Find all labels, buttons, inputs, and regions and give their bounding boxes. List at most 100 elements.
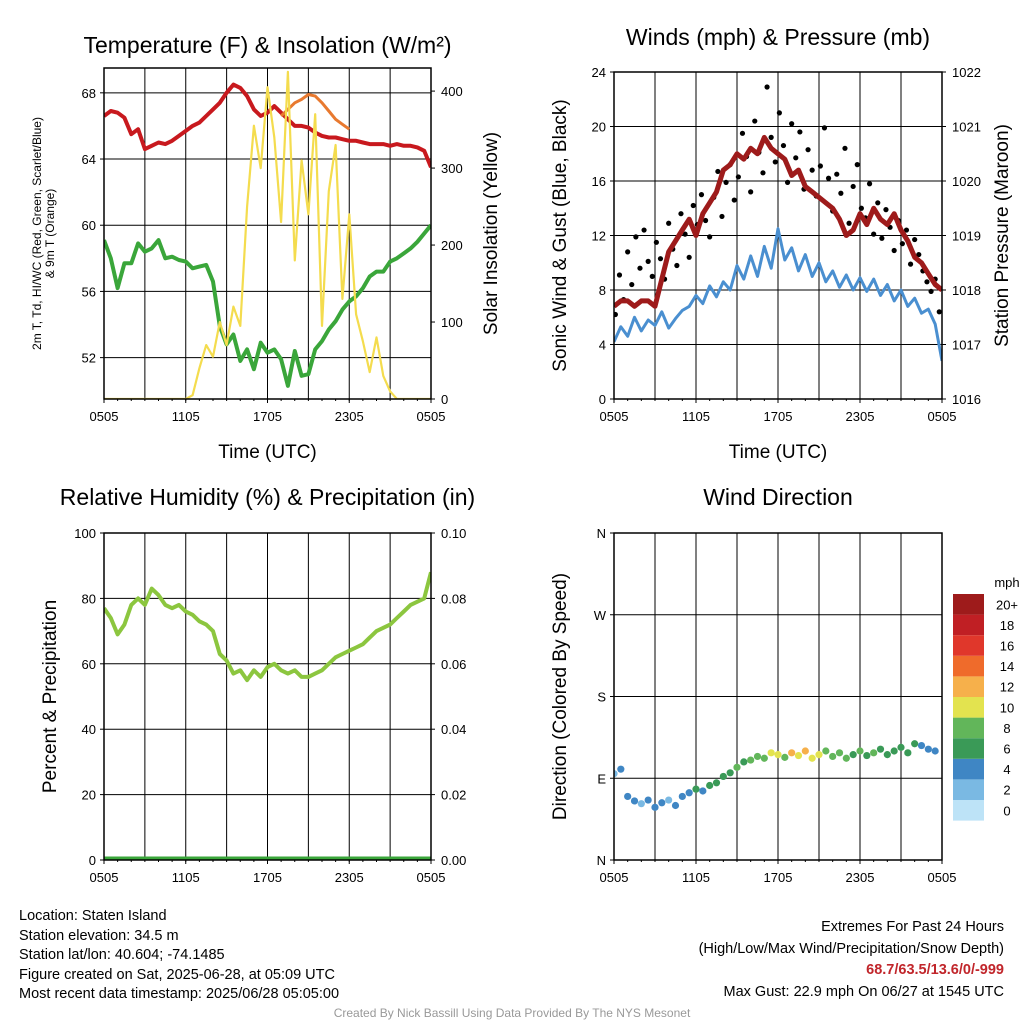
y-tick-label: 100 [74,526,96,541]
legend-label: 0 [1003,803,1010,818]
y-tick-label: W [594,608,607,623]
gust-point [748,189,754,195]
direction-point [890,747,898,755]
direction-point [863,751,871,760]
gust-point [614,311,618,318]
extremes-subheading: (High/Low/Max Wind/Precipitation/Snow De… [698,940,1004,957]
legend-label: 4 [1003,762,1010,777]
x-tick-label: 1705 [764,409,793,424]
series-line-sonic-wind [614,227,942,362]
direction-point [767,749,775,757]
plot-frame [613,532,943,861]
direction-point [794,751,803,760]
series-line-relative-humidity [104,571,431,683]
x-tick-label: 0505 [90,409,119,424]
direction-point [712,779,721,787]
y-right-tick-label: 200 [441,238,463,253]
direction-point [624,792,632,801]
series-layer [104,70,431,399]
direction-point [630,797,639,805]
gust-point [838,190,844,196]
series-line-2m-t [104,82,431,169]
direction-point [931,747,939,755]
chart-title: Temperature (F) & Insolation (W/m²) [83,32,451,58]
gust-point [834,171,840,177]
y-tick-label: 12 [592,229,606,244]
station-latlon: Station lat/lon: 40.604; -74.1485 [19,947,225,963]
direction-point [822,747,830,755]
y-tick-label: 16 [592,174,606,189]
x-tick-label: 0505 [600,870,629,885]
series-line-td [104,223,431,388]
gust-point [936,309,942,315]
direction-point [883,751,891,759]
y-right-tick-label: 0.08 [441,591,466,606]
direction-point [815,751,823,759]
legend-swatch [953,697,984,718]
y-tick-label: 4 [599,338,606,353]
x-tick-label: 1105 [172,870,200,885]
extremes-heading: Extremes For Past 24 Hours [821,919,1004,935]
direction-point [870,749,878,757]
series-line-station-pressure [614,134,942,309]
gust-point [850,183,856,190]
direction-point [617,765,625,773]
legend-label: 10 [1000,700,1014,715]
direction-point [856,747,864,755]
gust-point [633,234,639,240]
x-tick-label: 1105 [682,870,710,885]
y-right-tick-label: 1016 [952,392,981,407]
figure-created: Figure created on Sat, 2025-06-28, at 05… [19,966,335,983]
series-layer [614,740,939,811]
x-tick-label: 2305 [335,870,364,885]
direction-point [897,743,905,751]
gust-point [686,254,692,260]
y-tick-label: 40 [82,722,96,737]
gust-point [891,247,897,254]
y-tick-label: S [597,690,606,705]
x-tick-label: 0505 [928,870,957,885]
direction-point [917,741,926,750]
legend-swatch [953,717,984,739]
direction-point [692,785,700,793]
gust-point [793,155,799,161]
direction-point [774,751,782,759]
gust-point [805,147,811,153]
gust-point [678,211,684,217]
gust-point [715,168,721,175]
gust-point [616,272,623,278]
gust-point [903,227,910,233]
station-info: Location: Staten Island Station elevatio… [19,907,339,1005]
legend-swatch [953,614,984,636]
gust-point [866,181,873,187]
panel-wind_direction: N E S W N 0505 1105 1705 2305 0505 Wind Direction D… [550,484,1020,885]
y-tick-label: 20 [592,120,606,135]
y-axis-label: Sonic Wind & Gust (Blue, Black) [550,99,571,371]
gust-point [817,163,823,169]
direction-point [747,756,755,764]
direction-point [801,747,809,755]
gust-point [809,167,815,173]
gust-point [666,220,672,226]
legend-swatch [953,758,984,780]
gust-point [883,207,889,213]
y-tick-label: 20 [82,788,96,803]
direction-point [760,754,768,762]
gust-point [797,129,803,135]
direction-point [637,800,645,808]
y-right-tick-label: 1017 [952,338,981,353]
legend-swatch [953,738,984,759]
y-axis-label-line: & 9m T (Orange) [43,189,57,279]
legend-label: 18 [1000,618,1014,633]
y-axis-label: Percent & Precipitation [40,600,61,793]
plot-frame [103,67,432,400]
x-tick-label: 0505 [600,409,629,424]
gust-point [871,231,877,237]
y-axis-label-line: 2m T, Td, HI/WC (Red, Green, Scarlet/Blu… [30,117,44,350]
y-right-tick-label: 1021 [952,120,981,135]
y-right-tick-label: 0.02 [441,788,466,803]
legend-label: 2 [1003,783,1010,798]
direction-point [849,751,857,759]
gust-point [707,234,713,240]
